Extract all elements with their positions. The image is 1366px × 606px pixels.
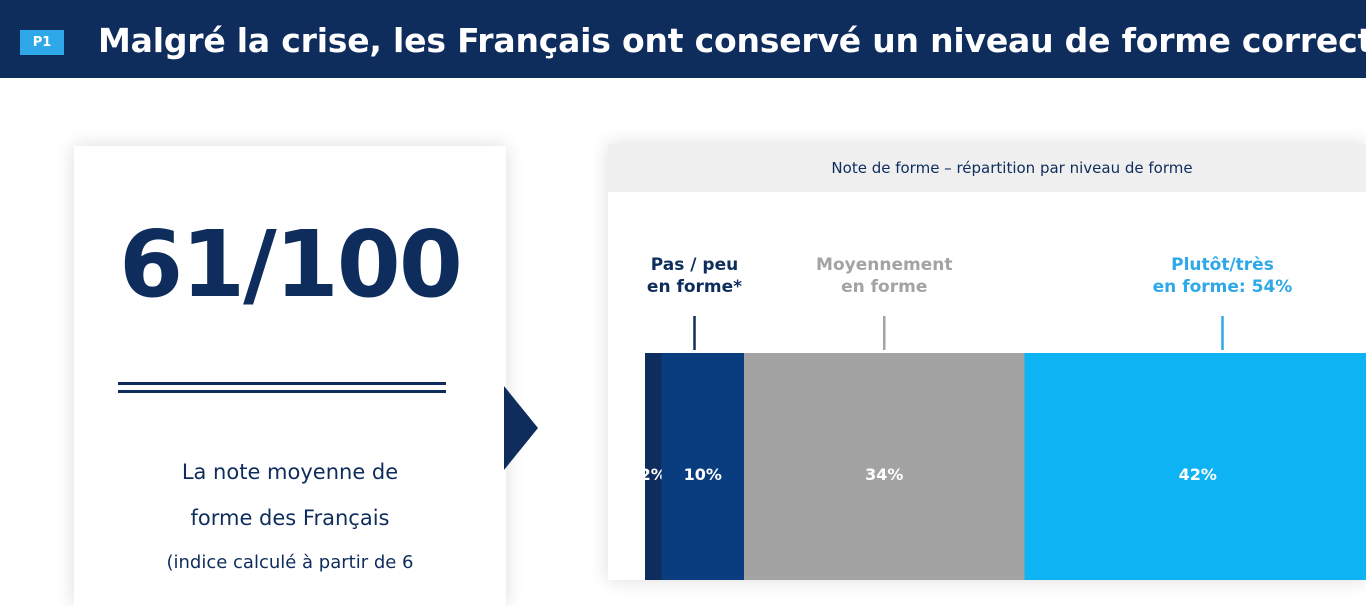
bar-label-2: 34% (865, 465, 903, 484)
double-rule-top (118, 382, 446, 385)
bar-label-3: 42% (1179, 465, 1217, 484)
score-description-line-1: La note moyenne de (74, 458, 506, 486)
group-tick-0 (693, 316, 696, 350)
page-title: Malgré la crise, les Français ont conser… (98, 16, 1366, 66)
score-description-line-2: forme des Français (74, 504, 506, 532)
arrow-right-icon (504, 386, 538, 470)
group-label-0-line-1: en forme* (647, 277, 742, 297)
double-rule-bottom (118, 390, 446, 393)
bar-label-1: 10% (684, 465, 722, 484)
score-description-line-3: (indice calculé à partir de 6 (74, 550, 506, 576)
header-banner: P1 Malgré la crise, les Français ont con… (0, 0, 1366, 78)
group-label-2-line-1: en forme: 54% (1153, 277, 1293, 297)
score-card: 61/100 La note moyenne de forme des Fran… (74, 146, 506, 606)
group-label-1-line-1: en forme (841, 277, 927, 297)
group-label-0-line-0: Pas / peu (651, 255, 738, 275)
group-label-2-line-0: Plutôt/très (1171, 255, 1274, 275)
score-value: 61/100 (74, 210, 506, 320)
page-badge: P1 (20, 30, 64, 55)
group-label-1-line-0: Moyennement (816, 255, 952, 275)
group-tick-2 (1221, 316, 1224, 350)
group-tick-1 (883, 316, 886, 350)
